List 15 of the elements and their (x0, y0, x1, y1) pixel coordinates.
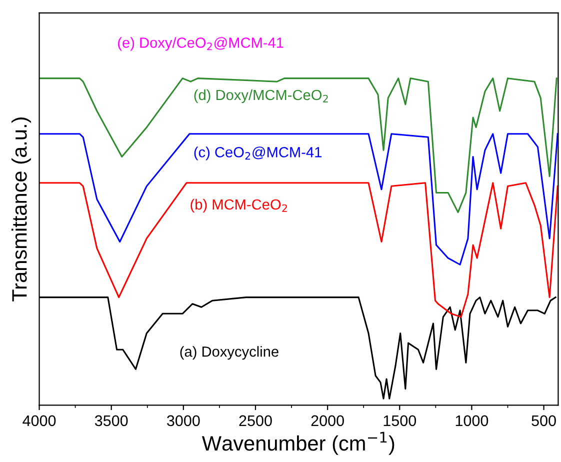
series-label: (d) Doxy/MCM-CeO$_{2}$ (194, 89, 328, 104)
y-axis-title: Transmittance (a.u.) (12, 118, 31, 302)
x-tick-label: 1000 (456, 415, 488, 426)
x-tick-label: 4000 (22, 415, 56, 426)
series-label: (b) MCM-CeO$_{2}$ (190, 198, 287, 213)
x-tick-label: 3500 (94, 415, 128, 426)
x-tick-label: 500 (532, 415, 556, 426)
x-axis-title: Wavenumber (cm$^{−1}$) (202, 432, 394, 455)
text: (e) Doxy/CeO$_{2}$@MCM-41 (118, 37, 284, 51)
x-tick-label: 2000 (311, 415, 344, 426)
series-label: (c) CeO$_{2}$@MCM-41 (194, 146, 322, 160)
x-tick-label: 3000 (167, 415, 200, 426)
text: (a) Doxycycline (180, 346, 278, 360)
x-tick-label: 2500 (239, 415, 272, 426)
x-tick-label: 1500 (384, 415, 416, 426)
